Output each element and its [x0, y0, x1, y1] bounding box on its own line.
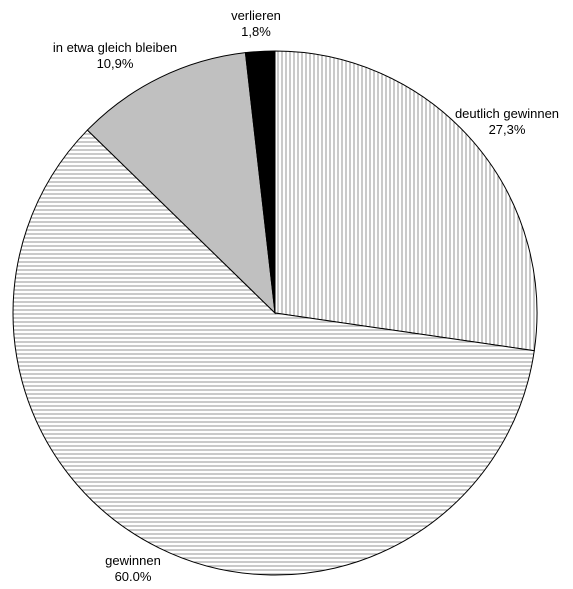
slice-value-in-etwa-gleich-bleiben: 10,9% [97, 56, 134, 71]
slice-verlieren [244, 50, 276, 314]
pie-slices [12, 50, 538, 576]
slice-label-deutlich-gewinnen: deutlich gewinnen [455, 106, 559, 121]
slice-value-deutlich-gewinnen: 27,3% [489, 122, 526, 137]
slice-value-gewinnen: 60.0% [115, 569, 152, 584]
slice-in-etwa-gleich-bleiben [86, 52, 276, 315]
slice-label-verlieren: verlieren [231, 8, 281, 23]
slice-value-verlieren: 1,8% [241, 24, 271, 39]
slice-label-in-etwa-gleich-bleiben: in etwa gleich bleiben [53, 40, 177, 55]
slice-deutlich-gewinnen [274, 50, 538, 352]
slice-label-gewinnen: gewinnen [105, 553, 161, 568]
slice-gewinnen [12, 129, 535, 576]
